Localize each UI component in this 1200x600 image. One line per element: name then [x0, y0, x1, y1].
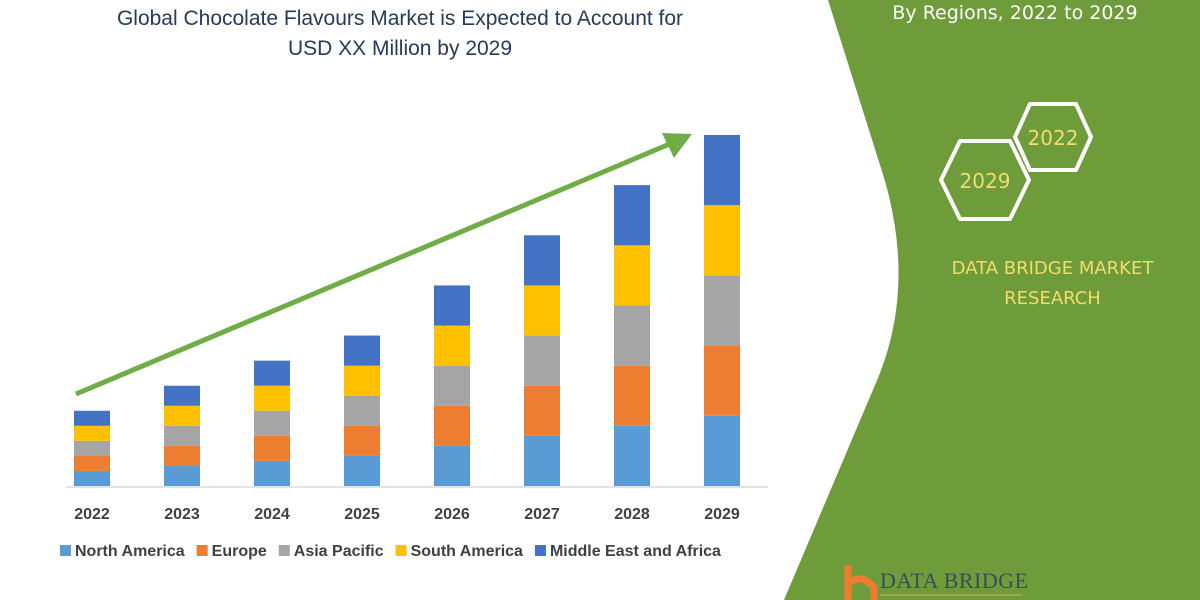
- bar-segment-2024-south-america: [254, 385, 290, 411]
- bar-segment-2029-north-america: [704, 415, 740, 486]
- logo-text: DATA BRIDGE: [880, 568, 1029, 593]
- bar-segment-2024-north-america: [254, 460, 290, 486]
- bar-segment-2028-north-america: [614, 425, 650, 486]
- chart-title: Global Chocolate Flavours Market is Expe…: [60, 4, 740, 64]
- bar-segment-2028-middle-east-and-africa: [614, 185, 650, 246]
- legend-item: North America: [60, 543, 185, 560]
- chart-title-line2: USD XX Million by 2029: [287, 37, 513, 60]
- bar-segment-2025-europe: [344, 425, 380, 456]
- bar-segment-2027-north-america: [524, 435, 560, 486]
- side-subtitle: By Regions, 2022 to 2029: [892, 2, 1138, 24]
- legend-swatch: [395, 545, 407, 556]
- green-side-panel: [784, 0, 1200, 600]
- hexagon-2022: 2022: [1013, 102, 1093, 172]
- hexagon-2022-label: 2022: [1028, 126, 1079, 150]
- legend-item: Asia Pacific: [278, 543, 384, 560]
- bar-segment-2022-europe: [74, 455, 110, 471]
- bar-segment-2023-asia-pacific: [164, 425, 200, 446]
- legend-item: Middle East and Africa: [534, 543, 721, 560]
- bar-segment-2026-europe: [434, 405, 470, 446]
- bar-segment-2023-middle-east-and-africa: [164, 385, 200, 406]
- bar-segment-2029-asia-pacific: [704, 275, 740, 346]
- bar-segment-2028-asia-pacific: [614, 305, 650, 366]
- legend-swatch: [196, 545, 208, 556]
- bar-segment-2025-south-america: [344, 365, 380, 396]
- legend-label: North America: [75, 543, 185, 560]
- hexagon-2029-label: 2029: [960, 169, 1011, 193]
- bar-segment-2022-south-america: [74, 425, 110, 441]
- bar-segment-2022-north-america: [74, 470, 110, 486]
- legend-swatch: [534, 545, 546, 556]
- legend-label: South America: [411, 543, 523, 560]
- hexagon-2029: 2029: [939, 139, 1031, 221]
- legend-swatch: [278, 545, 290, 556]
- bar-segment-2026-middle-east-and-africa: [434, 285, 470, 326]
- bar-segment-2026-south-america: [434, 325, 470, 366]
- x-tick-label: 2027: [524, 506, 560, 523]
- bar-segment-2029-middle-east-and-africa: [704, 135, 740, 206]
- legend-swatch: [60, 545, 71, 556]
- trend-arrow: [75, 133, 692, 397]
- x-tick-label: 2024: [254, 506, 290, 523]
- bar-segment-2026-north-america: [434, 445, 470, 486]
- bar-segment-2027-middle-east-and-africa: [524, 235, 560, 286]
- bar-segment-2023-north-america: [164, 465, 200, 486]
- bar-segment-2025-north-america: [344, 455, 380, 486]
- bar-segment-2023-europe: [164, 445, 200, 466]
- bar-segment-2025-asia-pacific: [344, 395, 380, 426]
- brand-name: DATA BRIDGE MARKET RESEARCH: [900, 254, 1200, 314]
- bar-segment-2025-middle-east-and-africa: [344, 335, 380, 366]
- bar-segment-2024-asia-pacific: [254, 410, 290, 436]
- legend-label: Middle East and Africa: [550, 543, 721, 560]
- legend-item: Europe: [196, 543, 267, 560]
- bar-segment-2023-south-america: [164, 405, 200, 426]
- bar-segment-2024-middle-east-and-africa: [254, 360, 290, 386]
- bar-segment-2026-asia-pacific: [434, 365, 470, 406]
- x-tick-label: 2026: [434, 506, 470, 523]
- x-tick-label: 2029: [704, 506, 740, 523]
- x-tick-label: 2025: [344, 506, 380, 523]
- bar-segment-2022-asia-pacific: [74, 440, 110, 456]
- brand-line1: DATA BRIDGE MARKET: [951, 258, 1154, 279]
- bar-segment-2029-europe: [704, 345, 740, 416]
- bar-segment-2022-middle-east-and-africa: [74, 410, 110, 426]
- bar-segment-2029-south-america: [704, 205, 740, 276]
- x-tick-label: 2023: [164, 506, 200, 523]
- bar-segment-2028-europe: [614, 365, 650, 426]
- bar-segment-2028-south-america: [614, 245, 650, 306]
- chart-title-line1: Global Chocolate Flavours Market is Expe…: [116, 7, 684, 30]
- x-tick-label: 2022: [74, 506, 110, 523]
- logo-mark: [844, 565, 1022, 600]
- legend-item: South America: [395, 543, 523, 560]
- bar-segment-2027-south-america: [524, 285, 560, 336]
- legend-label: Asia Pacific: [294, 543, 384, 560]
- bar-segment-2024-europe: [254, 435, 290, 461]
- legend-label: Europe: [212, 543, 267, 560]
- bar-segment-2027-europe: [524, 385, 560, 436]
- x-tick-label: 2028: [614, 506, 650, 523]
- brand-line2: RESEARCH: [1004, 288, 1101, 309]
- bar-segment-2027-asia-pacific: [524, 335, 560, 386]
